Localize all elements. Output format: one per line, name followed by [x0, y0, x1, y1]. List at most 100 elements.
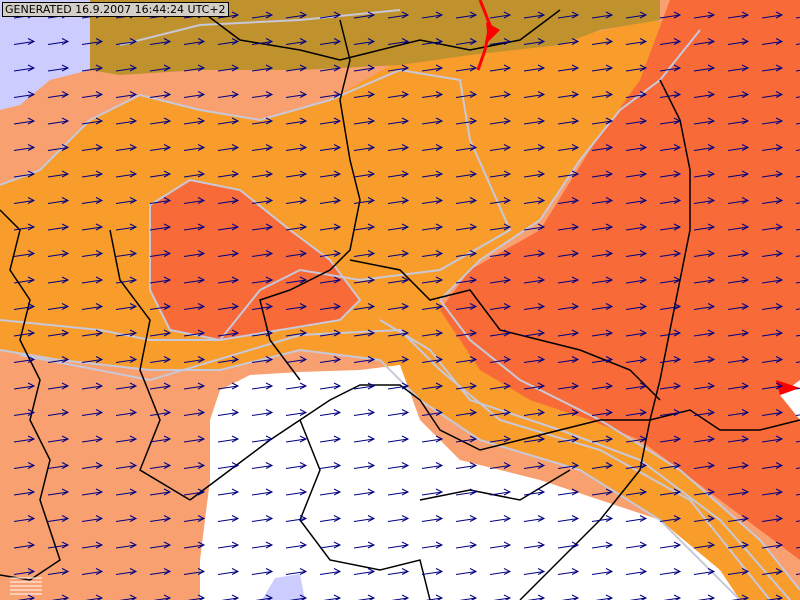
- wind-arrow: [251, 144, 274, 151]
- wind-arrow: [149, 250, 172, 257]
- wind-arrow: [115, 515, 138, 522]
- wind-arrow: [727, 515, 750, 522]
- wind-arrow: [625, 276, 648, 284]
- wind-arrow: [47, 409, 70, 416]
- wind-arrow: [285, 356, 308, 363]
- wind-arrow: [47, 329, 70, 337]
- wind-arrow: [557, 11, 580, 19]
- wind-arrow: [149, 91, 172, 98]
- wind-arrow: [81, 117, 104, 125]
- wind-arrow: [659, 144, 682, 151]
- wind-arrow: [353, 38, 376, 45]
- wind-arrow: [625, 568, 648, 575]
- wind-arrow: [489, 568, 512, 575]
- wind-arrow: [625, 11, 648, 19]
- wind-arrow: [523, 329, 546, 337]
- wind-arrow: [387, 303, 410, 310]
- wind-arrow: [727, 276, 750, 284]
- wind-arrow: [149, 329, 172, 337]
- wind-arrow: [13, 223, 36, 231]
- wind-arrow: [13, 303, 36, 310]
- wind-arrow: [591, 91, 614, 98]
- wind-arrow: [557, 117, 580, 125]
- wind-arrow: [557, 382, 580, 390]
- wind-arrow: [659, 515, 682, 522]
- wind-arrow: [489, 38, 512, 45]
- wind-arrow: [183, 568, 206, 575]
- wind-arrow: [353, 250, 376, 257]
- wind-arrow: [489, 541, 512, 549]
- wind-arrow: [47, 223, 70, 231]
- wind-arrow: [489, 144, 512, 151]
- wind-arrow: [625, 38, 648, 45]
- wind-arrow: [727, 568, 750, 575]
- wind-arrow: [693, 197, 716, 204]
- wind-arrow: [693, 11, 716, 19]
- wind-arrow: [625, 91, 648, 98]
- wind-arrow: [523, 409, 546, 416]
- wind-arrow: [727, 38, 750, 45]
- wind-arrow: [217, 382, 240, 390]
- no-data-zone-south: [200, 365, 740, 600]
- wind-arrow: [251, 276, 274, 284]
- wind-arrow: [319, 38, 342, 45]
- wind-arrow: [761, 276, 784, 284]
- olive-zone: [90, 0, 660, 75]
- wind-arrow: [217, 64, 240, 72]
- wind-arrow: [659, 250, 682, 257]
- wind-arrow: [455, 382, 478, 390]
- wind-arrow: [727, 250, 750, 257]
- wind-arrow: [523, 38, 546, 45]
- wind-arrow: [659, 541, 682, 549]
- wind-arrow: [81, 170, 104, 178]
- wind-arrow: [557, 223, 580, 231]
- wind-arrow: [319, 488, 342, 496]
- wind-arrow: [319, 170, 342, 178]
- wind-arrow: [217, 144, 240, 151]
- wind-arrow: [319, 250, 342, 257]
- wind-arrow: [13, 488, 36, 496]
- wind-arrow: [591, 144, 614, 151]
- wind-arrow: [421, 250, 444, 257]
- wind-arrow: [183, 541, 206, 549]
- wind-arrow: [81, 197, 104, 204]
- wind-arrow: [183, 276, 206, 284]
- wind-arrow: [489, 435, 512, 443]
- wind-arrow: [319, 409, 342, 416]
- wind-arrow: [795, 281, 800, 284]
- wind-arrow: [285, 488, 308, 496]
- wind-arrow: [217, 250, 240, 257]
- wind-arrow: [421, 276, 444, 284]
- wind-arrow: [115, 303, 138, 310]
- wind-arrow: [659, 117, 682, 125]
- wind-arrow: [13, 515, 36, 522]
- wind-arrow: [353, 462, 376, 469]
- wind-arrow: [251, 91, 274, 98]
- wind-arrow: [183, 303, 206, 310]
- wind-arrow: [727, 462, 750, 469]
- wind-arrow: [557, 144, 580, 151]
- wind-arrow: [353, 568, 376, 575]
- wind-arrow: [115, 356, 138, 363]
- wind-arrow: [421, 462, 444, 469]
- wind-arrow: [47, 515, 70, 522]
- wind-arrow: [13, 462, 36, 469]
- wind-arrow: [217, 409, 240, 416]
- wind-arrow: [251, 38, 274, 45]
- wind-arrow: [761, 91, 784, 98]
- wind-arrow: [625, 382, 648, 390]
- wind-arrow: [47, 488, 70, 496]
- wind-arrow: [455, 38, 478, 45]
- wind-arrow: [455, 303, 478, 310]
- wind-arrow: [81, 276, 104, 284]
- wind-arrow: [115, 144, 138, 151]
- wind-arrow: [523, 515, 546, 522]
- wind-arrow: [353, 64, 376, 72]
- wind-arrow: [183, 462, 206, 469]
- wind-arrow: [183, 515, 206, 522]
- wind-arrow: [761, 462, 784, 469]
- wind-arrow: [489, 117, 512, 125]
- wind-arrow: [727, 409, 750, 416]
- wind-arrow: [591, 303, 614, 310]
